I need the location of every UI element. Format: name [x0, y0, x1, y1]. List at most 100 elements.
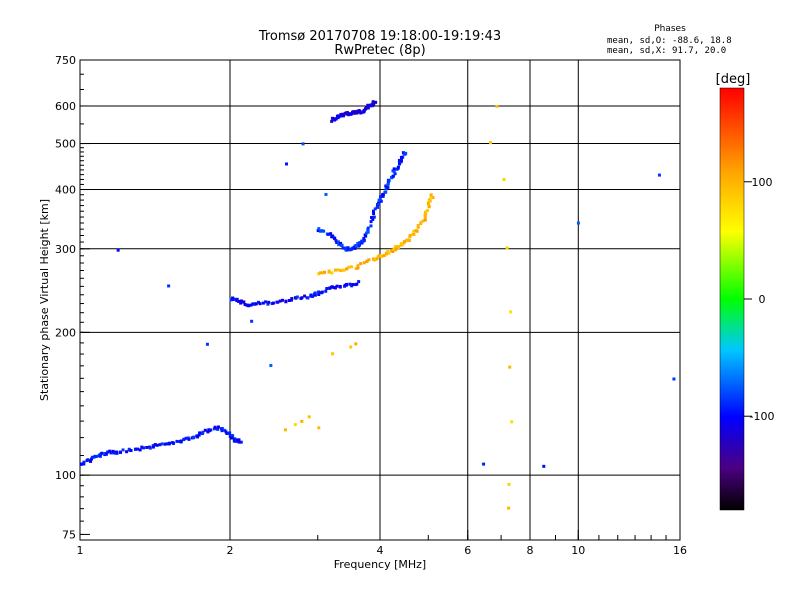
echo-point — [347, 113, 351, 117]
echo-point — [187, 437, 191, 441]
echo-point — [82, 460, 86, 464]
echo-point — [429, 193, 433, 197]
echo-point — [379, 195, 383, 199]
echo-point — [360, 241, 364, 245]
echo-point — [266, 302, 270, 306]
x-axis: 1 2 4 6 8 10 16 — [77, 530, 687, 557]
echo-point — [423, 216, 427, 220]
echo-point — [365, 231, 369, 235]
echo-point — [328, 286, 332, 290]
echo-point — [271, 301, 275, 305]
echo-point — [240, 300, 244, 304]
echo-point — [264, 300, 268, 304]
echo-point — [197, 433, 201, 437]
echo-point — [342, 114, 346, 118]
echo-point — [339, 243, 343, 247]
echo-point — [104, 452, 108, 456]
echo-point — [201, 430, 205, 434]
echo-points — [80, 100, 676, 510]
echo-point — [327, 269, 331, 273]
echo-point — [384, 251, 388, 255]
echo-point — [416, 223, 420, 227]
echo-point — [195, 434, 199, 438]
echo-point — [339, 269, 343, 273]
echo-point — [333, 286, 337, 290]
echo-point — [100, 451, 104, 455]
echo-point — [80, 462, 83, 466]
echo-point — [192, 435, 196, 439]
echo-point — [103, 451, 107, 455]
echo-point — [331, 235, 335, 239]
echo-point — [148, 446, 152, 450]
echo-point — [319, 271, 323, 275]
echo-point — [337, 243, 341, 247]
echo-point — [284, 300, 288, 304]
echo-point — [335, 284, 339, 288]
echo-point — [237, 440, 241, 444]
echo-point — [177, 439, 181, 443]
echo-point — [369, 224, 373, 228]
echo-point — [320, 290, 324, 294]
echo-point — [160, 442, 164, 446]
echo-point — [391, 174, 395, 178]
echo-point — [345, 282, 349, 286]
echo-point — [331, 117, 335, 121]
echo-point — [345, 111, 349, 115]
echo-point — [350, 247, 354, 251]
echo-point — [243, 302, 247, 306]
echo-point — [182, 437, 186, 441]
echo-point — [376, 205, 380, 209]
echo-point — [155, 443, 159, 447]
echo-point — [428, 198, 432, 202]
echo-point — [342, 268, 346, 272]
echo-point — [317, 426, 321, 430]
echo-point — [167, 441, 171, 445]
echo-point — [371, 209, 375, 213]
echo-point — [338, 285, 342, 289]
echo-point — [330, 271, 334, 275]
echo-point — [326, 232, 330, 236]
echo-point — [151, 445, 155, 449]
echo-point — [303, 294, 307, 298]
echo-point — [316, 229, 320, 233]
echo-point — [355, 244, 359, 248]
echo-point — [225, 432, 229, 436]
echo-point — [391, 249, 395, 253]
chart-subtitle: RwPretec (8p) — [334, 43, 425, 58]
echo-point — [509, 310, 513, 314]
echo-point — [163, 442, 167, 446]
stats-heading: Phases — [654, 24, 686, 34]
echo-point — [364, 107, 368, 111]
echo-point — [431, 196, 435, 200]
echo-point — [482, 462, 486, 466]
echo-point — [369, 220, 373, 224]
echo-point — [399, 159, 403, 163]
echo-point — [358, 109, 362, 113]
echo-point — [386, 182, 390, 186]
echo-point — [510, 420, 514, 424]
echo-point — [354, 342, 358, 346]
echo-point — [371, 217, 375, 221]
echo-point — [366, 228, 370, 232]
echo-point — [267, 300, 271, 304]
echo-point — [349, 345, 353, 349]
echo-point — [153, 443, 157, 447]
echo-point — [325, 287, 329, 291]
echo-point — [366, 103, 370, 107]
echo-point — [507, 482, 511, 486]
echo-point — [336, 268, 340, 272]
echo-point — [400, 155, 404, 159]
echo-point — [203, 428, 207, 432]
echo-point — [347, 265, 351, 269]
echo-point — [198, 431, 202, 435]
colorbar-ticks: 100 0 -100 — [744, 176, 774, 423]
echo-point — [379, 199, 383, 203]
echo-point — [362, 236, 366, 240]
echo-point — [334, 239, 338, 243]
echo-point — [355, 282, 359, 286]
echo-point — [323, 270, 327, 274]
echo-point — [179, 439, 183, 443]
echo-point — [362, 261, 366, 265]
echo-point — [320, 229, 324, 233]
echo-point — [86, 458, 90, 462]
